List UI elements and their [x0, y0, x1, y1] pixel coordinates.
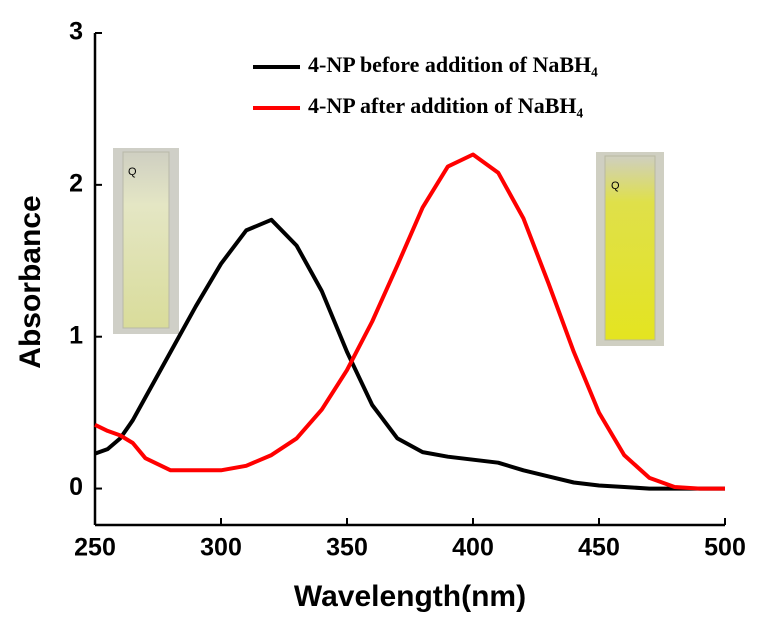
- x-tick-label: 500: [704, 534, 746, 562]
- x-tick-label: 250: [74, 534, 116, 562]
- x-tick-label: 300: [200, 534, 242, 562]
- series-line: [94, 217, 725, 491]
- svg-text:Q: Q: [128, 166, 137, 178]
- x-tick-label: 450: [578, 534, 620, 562]
- x-tick-label: 350: [326, 534, 368, 562]
- y-tick-label: 1: [69, 321, 83, 349]
- svg-text:Q: Q: [611, 180, 620, 192]
- legend-label: 4-NP after addition of NaBH₄: [308, 93, 583, 118]
- x-tick-label: 400: [452, 534, 494, 562]
- inset-photo-after: Q: [596, 152, 664, 346]
- legend-label: 4-NP before addition of NaBH₄: [308, 52, 598, 77]
- y-tick-label: 3: [69, 18, 83, 46]
- series-line: [94, 152, 725, 491]
- y-axis-title: Absorbance: [14, 195, 47, 368]
- inset-photo-before: Q: [113, 148, 179, 334]
- x-axis-title: Wavelength(nm): [294, 580, 526, 613]
- y-tick-label: 0: [69, 473, 83, 501]
- y-tick-label: 2: [69, 169, 83, 197]
